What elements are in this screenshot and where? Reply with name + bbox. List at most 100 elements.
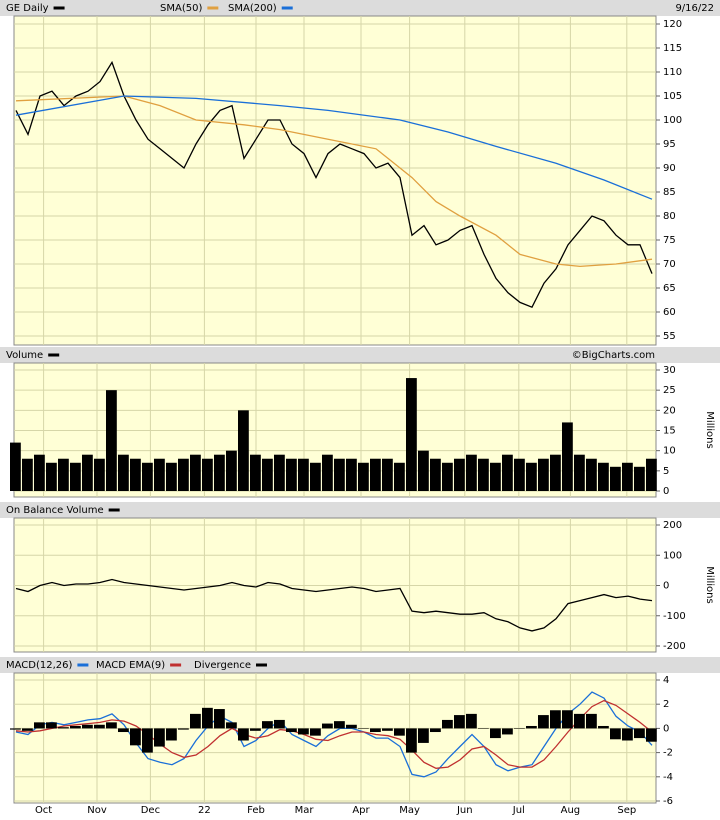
- x-tick-label: Oct: [35, 805, 52, 816]
- y-tick-label: 85: [663, 187, 676, 198]
- bar: [466, 454, 477, 491]
- bar: [238, 728, 249, 741]
- bar: [286, 458, 297, 491]
- bar: [454, 715, 465, 729]
- bar: [22, 728, 33, 731]
- bar: [562, 422, 573, 491]
- bar: [574, 713, 585, 729]
- bar: [358, 462, 369, 491]
- bar: [358, 728, 369, 729]
- bar: [586, 713, 597, 729]
- series-line: [15, 691, 653, 778]
- legend-label: GE Daily: [6, 3, 49, 14]
- y-tick-label: -100: [663, 611, 686, 622]
- y-tick-label: 0: [663, 581, 669, 592]
- y-tick-label: -2: [663, 748, 673, 759]
- bar: [442, 462, 453, 491]
- credit: ©BigCharts.com: [572, 350, 655, 361]
- bar: [106, 722, 117, 729]
- bar: [226, 450, 237, 491]
- bar: [610, 466, 621, 491]
- bar: [46, 462, 57, 491]
- bar: [382, 458, 393, 491]
- bar: [466, 713, 477, 729]
- bar: [514, 728, 525, 729]
- y-tick-label: 0: [663, 723, 669, 734]
- bar: [202, 458, 213, 491]
- bar: [58, 727, 69, 729]
- y-tick-label: -200: [663, 641, 686, 652]
- legend-label: MACD EMA(9): [96, 660, 165, 671]
- bar: [226, 722, 237, 729]
- bar: [322, 454, 333, 491]
- bar: [262, 458, 273, 491]
- y-tick-label: 95: [663, 139, 676, 150]
- x-tick-label: Jul: [512, 805, 525, 816]
- y-axis-label: Millions: [704, 411, 715, 448]
- y-tick-label: 90: [663, 163, 676, 174]
- y-tick-label: -4: [663, 772, 673, 783]
- bar: [118, 728, 129, 733]
- y-tick-label: 5: [663, 466, 669, 477]
- y-tick-label: 65: [663, 283, 676, 294]
- bar: [106, 390, 117, 491]
- bar: [430, 728, 441, 733]
- bar: [166, 462, 177, 491]
- bar: [550, 454, 561, 491]
- bar: [202, 707, 213, 729]
- bar: [598, 462, 609, 491]
- bar: [214, 709, 225, 729]
- legend-label: MACD(12,26): [6, 660, 73, 671]
- y-tick-label: 15: [663, 426, 676, 437]
- bar: [478, 728, 489, 729]
- series-line: [15, 578, 653, 632]
- y-tick-label: 2: [663, 699, 669, 710]
- bar: [82, 724, 93, 729]
- bar: [262, 721, 273, 729]
- bar: [418, 450, 429, 491]
- y-tick-label: 105: [663, 91, 682, 102]
- bar: [634, 466, 645, 491]
- bar: [586, 458, 597, 491]
- bar: [490, 728, 501, 739]
- y-axis-label: Millions: [704, 566, 715, 603]
- bar: [346, 724, 357, 729]
- y-tick-label: 0: [663, 486, 669, 497]
- bar: [622, 728, 633, 741]
- bar: [70, 462, 81, 491]
- series-line: [15, 95, 653, 268]
- bar: [82, 454, 93, 491]
- bar: [502, 728, 513, 735]
- bar: [10, 728, 21, 730]
- bar: [250, 454, 261, 491]
- y-tick-label: 100: [663, 115, 682, 126]
- header-bar: [0, 0, 720, 16]
- y-tick-label: 60: [663, 307, 676, 318]
- bar: [490, 462, 501, 491]
- bar: [370, 458, 381, 491]
- x-tick-label: Apr: [352, 805, 370, 816]
- y-tick-label: 100: [663, 550, 682, 561]
- y-tick-label: 115: [663, 43, 682, 54]
- bar: [130, 728, 141, 746]
- bar: [286, 728, 297, 733]
- bar: [22, 458, 33, 491]
- bar: [538, 458, 549, 491]
- bar: [454, 458, 465, 491]
- y-tick-label: 200: [663, 520, 682, 531]
- bar: [94, 724, 105, 729]
- bar: [310, 462, 321, 491]
- bar: [346, 458, 357, 491]
- bar: [154, 728, 165, 747]
- legend-label: On Balance Volume: [6, 505, 104, 516]
- bar: [298, 728, 309, 735]
- bar: [478, 458, 489, 491]
- y-tick-label: 120: [663, 19, 682, 30]
- y-tick-label: 4: [663, 675, 669, 686]
- bar: [538, 715, 549, 729]
- bar: [298, 458, 309, 491]
- bar: [550, 710, 561, 729]
- bar: [382, 728, 393, 731]
- bar: [610, 728, 621, 740]
- bar: [574, 454, 585, 491]
